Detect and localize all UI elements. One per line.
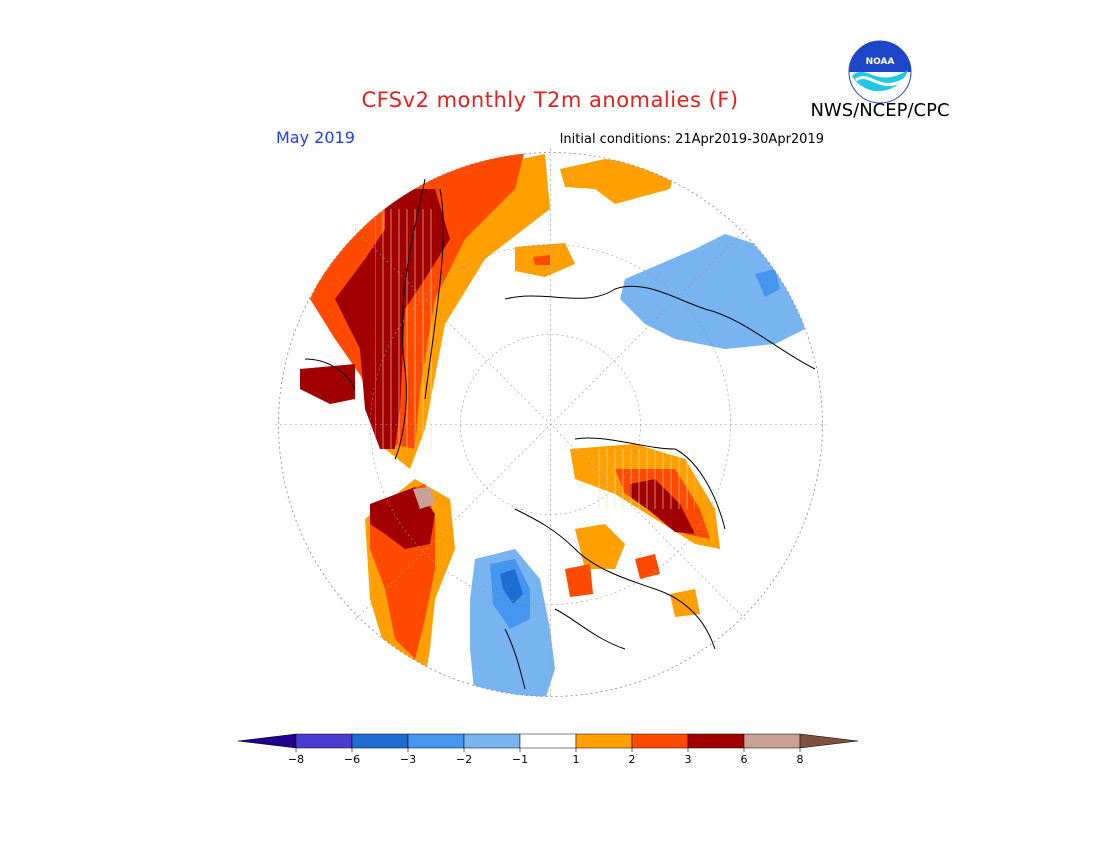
month-label: May 2019 — [276, 128, 355, 147]
anomaly-region-svalbard-red — [533, 255, 550, 265]
colorbar-tick-label: −6 — [344, 753, 360, 766]
colorbar-segment — [351, 733, 409, 749]
colorbar-tick-label: 3 — [685, 753, 692, 766]
colorbar: −8 −6 −3 −2 −1 1 2 3 6 8 — [238, 733, 859, 766]
colorbar-tick-label: −8 — [288, 753, 304, 766]
colorbar-tick-label: −1 — [512, 753, 528, 766]
colorbar-segment — [463, 733, 521, 749]
noaa-logo: NOAA — [848, 40, 912, 104]
anomaly-region-canada-orange — [575, 524, 625, 569]
colorbar-tick-label: −3 — [400, 753, 416, 766]
colorbar-tick-label: −2 — [456, 753, 472, 766]
noaa-logo-text: NOAA — [866, 57, 895, 67]
agency-label: NWS/NCEP/CPC — [810, 100, 950, 121]
anomaly-region-siberia-lightblue — [620, 234, 815, 349]
colorbar-segment — [631, 733, 689, 749]
colorbar-segment — [743, 733, 801, 749]
anomaly-map — [275, 149, 826, 700]
colorbar-segment — [407, 733, 465, 749]
colorbar-tick-label: 1 — [573, 753, 580, 766]
anomaly-region-siberia-blue — [755, 269, 780, 297]
colorbar-tick-label: 6 — [741, 753, 748, 766]
anomaly-region-canada-orange-2 — [670, 589, 700, 617]
colorbar-segment — [687, 733, 745, 749]
colorbar-segment — [295, 733, 353, 749]
anomaly-region-atlantic-orange — [560, 159, 675, 204]
colorbar-segment — [519, 733, 577, 749]
chart-title: CFSv2 monthly T2m anomalies (F) — [361, 88, 739, 112]
anomaly-region-canada-red — [635, 554, 660, 579]
colorbar-arrow-low — [238, 733, 297, 749]
initial-conditions-label: Initial conditions: 21Apr2019-30Apr2019 — [559, 132, 824, 147]
anomaly-region-europe-tan — [413, 487, 435, 509]
anomaly-region-asia-darkblue — [500, 569, 523, 604]
anomaly-region-hudson-red — [565, 564, 593, 597]
coastlines — [304, 178, 816, 690]
colorbar-segment — [575, 733, 633, 749]
anomaly-region-greenland-darkred-2 — [300, 364, 355, 404]
colorbar-arrow-high — [799, 733, 859, 749]
colorbar-tick-label: 8 — [797, 753, 804, 766]
colorbar-tick-label: 2 — [629, 753, 636, 766]
